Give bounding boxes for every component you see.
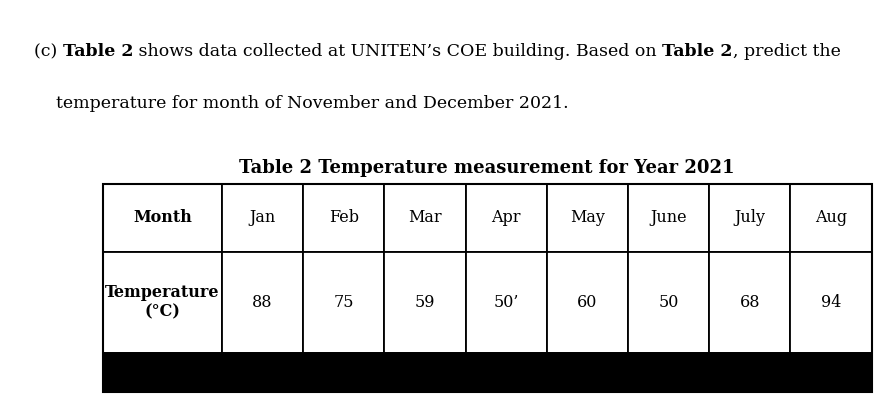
- Text: 59: 59: [415, 294, 435, 311]
- Text: Temperature
(°C): Temperature (°C): [105, 284, 220, 321]
- Text: Table 2: Table 2: [63, 43, 133, 60]
- Text: , predict the: , predict the: [732, 43, 840, 60]
- Text: Table 2 Temperature measurement for Year 2021: Table 2 Temperature measurement for Year…: [240, 159, 735, 177]
- Text: Month: Month: [133, 209, 192, 226]
- Text: (c): (c): [34, 43, 63, 60]
- Text: 88: 88: [252, 294, 273, 311]
- Text: Mar: Mar: [409, 209, 442, 226]
- Text: shows data collected at UNITEN’s COE building. Based on: shows data collected at UNITEN’s COE bui…: [133, 43, 662, 60]
- Text: 75: 75: [333, 294, 354, 311]
- Text: Feb: Feb: [329, 209, 358, 226]
- Text: Table 2: Table 2: [662, 43, 732, 60]
- Text: Apr: Apr: [492, 209, 521, 226]
- Text: Aug: Aug: [815, 209, 848, 226]
- Text: 50: 50: [659, 294, 679, 311]
- Text: June: June: [650, 209, 687, 226]
- Text: 50’: 50’: [493, 294, 519, 311]
- Text: temperature for month of November and December 2021.: temperature for month of November and De…: [34, 95, 569, 112]
- Text: July: July: [734, 209, 765, 226]
- Text: 68: 68: [739, 294, 760, 311]
- Text: May: May: [570, 209, 605, 226]
- Text: 60: 60: [578, 294, 597, 311]
- Text: 94: 94: [821, 294, 841, 311]
- Text: Jan: Jan: [249, 209, 275, 226]
